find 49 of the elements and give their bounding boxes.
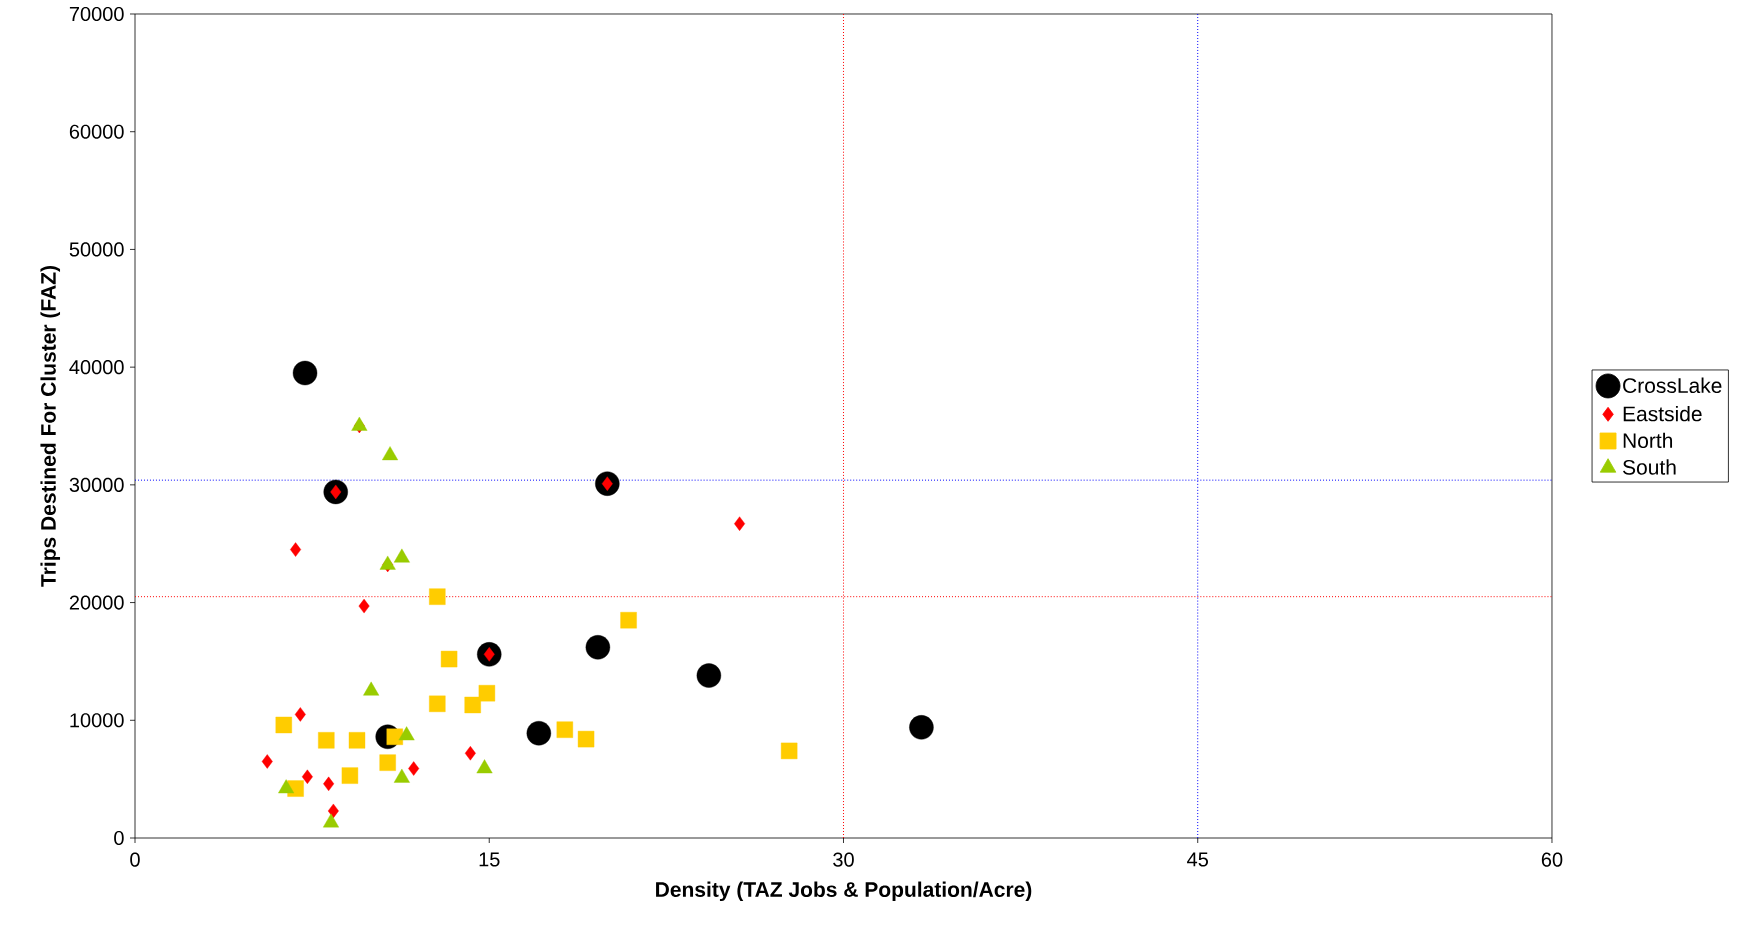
point: [358, 598, 370, 614]
y-axis-title: Trips Destined For Cluster (FAZ): [40, 266, 61, 587]
point: [429, 695, 446, 712]
legend-label: Eastside: [1623, 405, 1702, 422]
x-tick-label: 30: [833, 852, 854, 867]
point: [323, 776, 335, 792]
x-tick-label: 15: [479, 852, 500, 867]
point: [440, 650, 458, 668]
point: [696, 663, 722, 688]
legend-label: South: [1623, 459, 1676, 475]
point: [577, 730, 595, 748]
point: [290, 542, 302, 557]
point: [408, 761, 420, 776]
point: [556, 721, 574, 738]
point: [261, 754, 273, 769]
y-tick-label: 60000: [69, 124, 124, 139]
point: [478, 685, 496, 702]
x-tick-label: 60: [1541, 852, 1563, 867]
point: [348, 732, 366, 749]
point: [464, 696, 481, 714]
point: [526, 721, 552, 746]
point: [275, 716, 292, 734]
y-tick-label: 50000: [69, 242, 124, 257]
y-tick-label: 40000: [69, 360, 124, 375]
x-tick-label: 0: [130, 852, 140, 867]
y-tick-label: 0: [114, 830, 124, 846]
legend-label: CrossLake: [1623, 377, 1722, 394]
point: [620, 612, 637, 629]
point: [382, 446, 399, 461]
y-tick-label: 10000: [70, 713, 124, 728]
point: [780, 742, 798, 760]
point: [301, 769, 313, 784]
point: [429, 588, 446, 605]
point: [318, 732, 335, 749]
point: [379, 754, 396, 771]
point: [327, 803, 339, 819]
point: [585, 635, 611, 660]
y-tick-label: 70000: [69, 6, 124, 22]
point: [464, 746, 476, 761]
point: [341, 767, 359, 784]
point: [909, 715, 934, 740]
point: [734, 516, 746, 531]
y-tick-label: 30000: [69, 477, 124, 492]
point: [292, 360, 318, 386]
y-tick-label: 20000: [69, 595, 124, 610]
legend-label: North: [1623, 432, 1673, 449]
x-axis-title: Density (TAZ Jobs & Population/Acre): [656, 881, 1032, 902]
x-tick-label: 45: [1187, 852, 1209, 867]
point: [294, 707, 306, 722]
